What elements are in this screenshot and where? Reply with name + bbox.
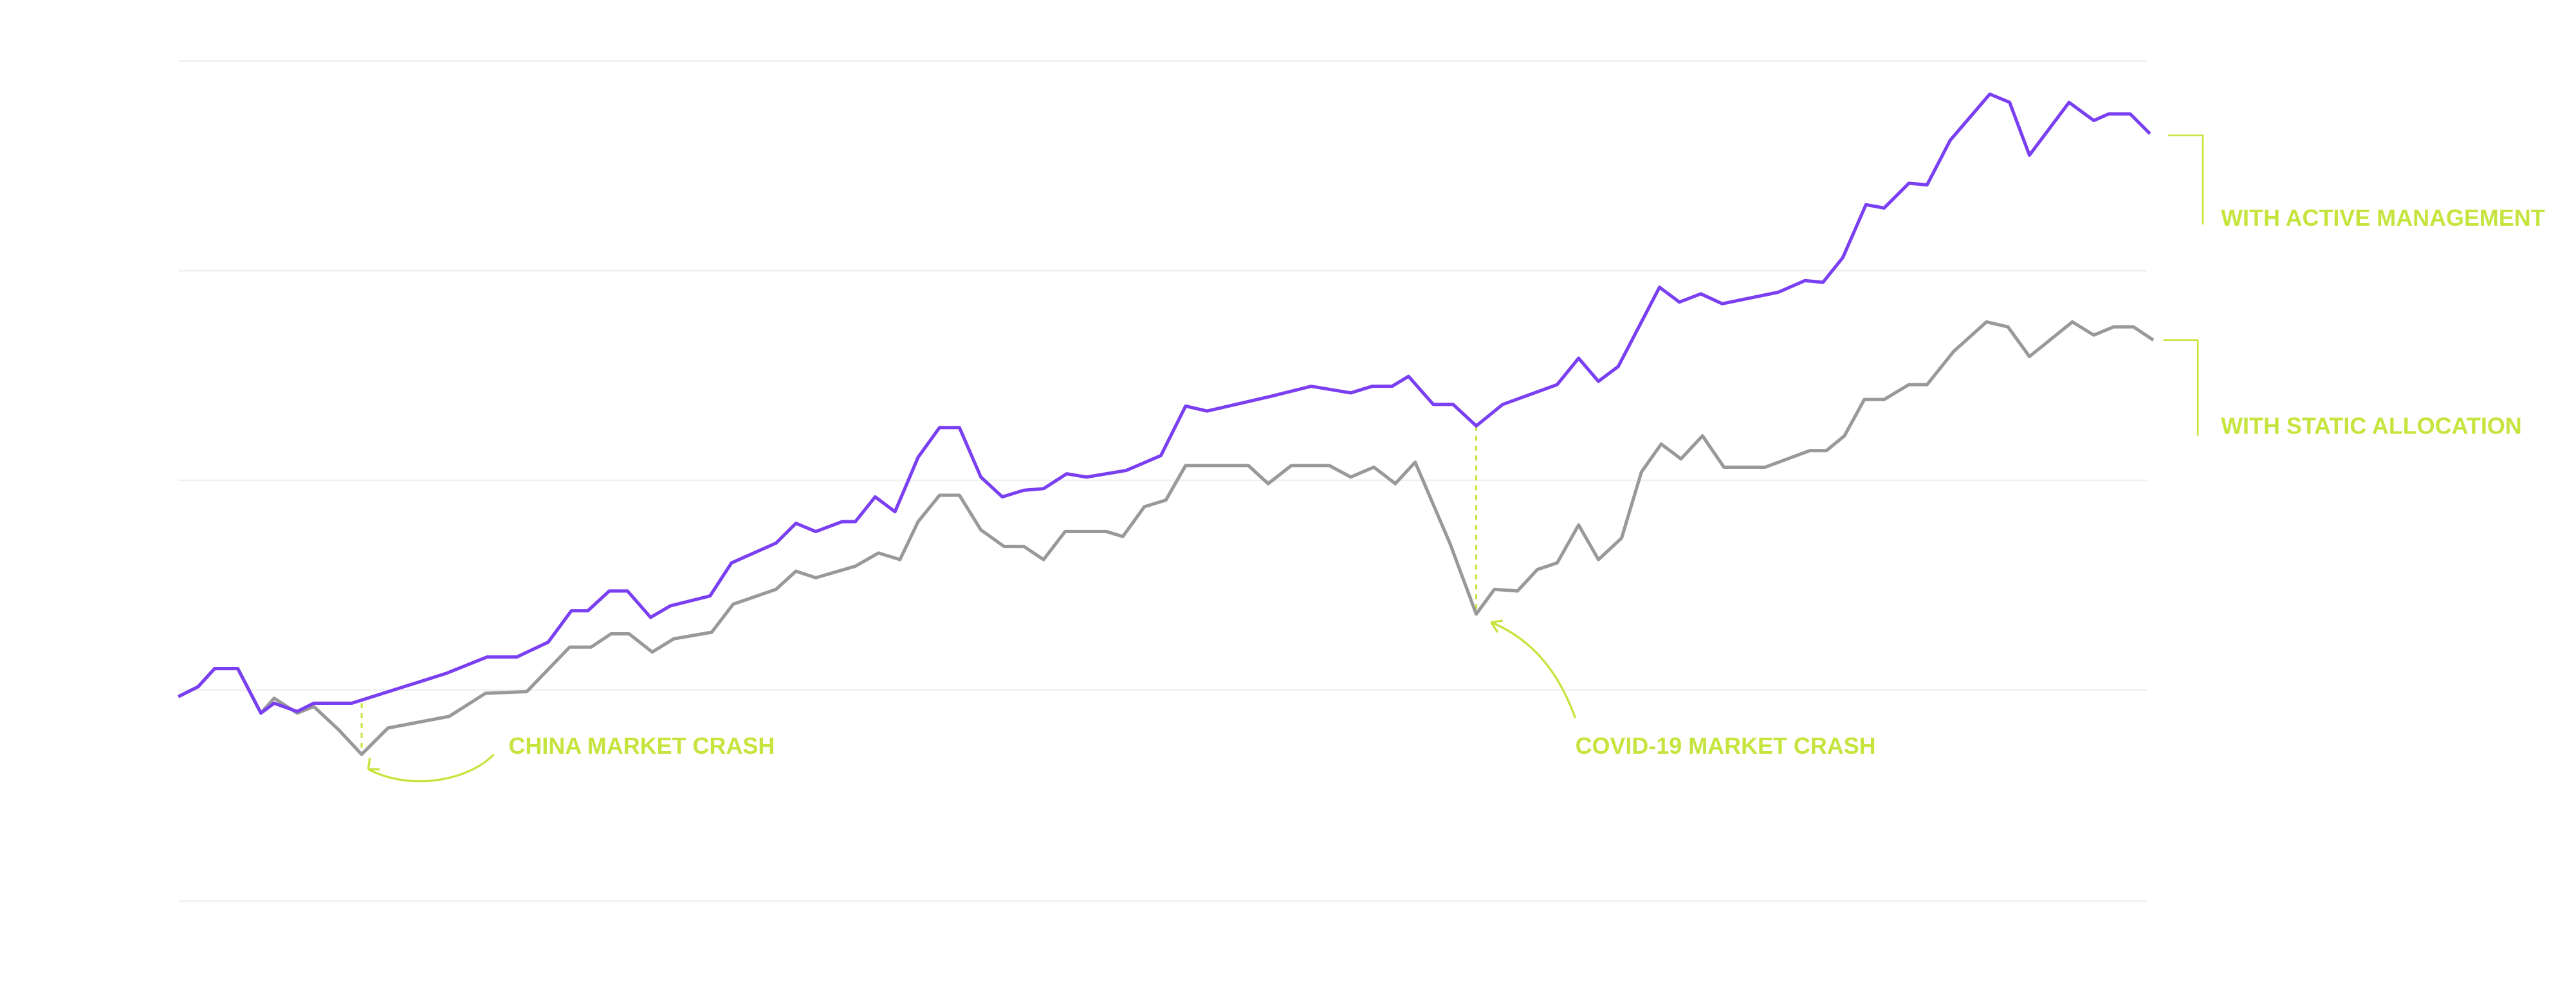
annotation: COVID-19 MARKET CRASH — [1576, 733, 1876, 759]
annotation: CHINA MARKET CRASH — [509, 733, 775, 759]
annotation-arrow — [1490, 619, 1577, 719]
legend-label: WITH ACTIVE MANAGEMENT — [2221, 205, 2545, 231]
legend-bracket — [2163, 339, 2199, 436]
series-line — [178, 92, 2151, 715]
legend-bracket — [2168, 134, 2204, 225]
annotation-arrow — [367, 753, 495, 783]
series-line — [178, 320, 2155, 756]
legend-label: WITH STATIC ALLOCATION — [2221, 412, 2522, 439]
